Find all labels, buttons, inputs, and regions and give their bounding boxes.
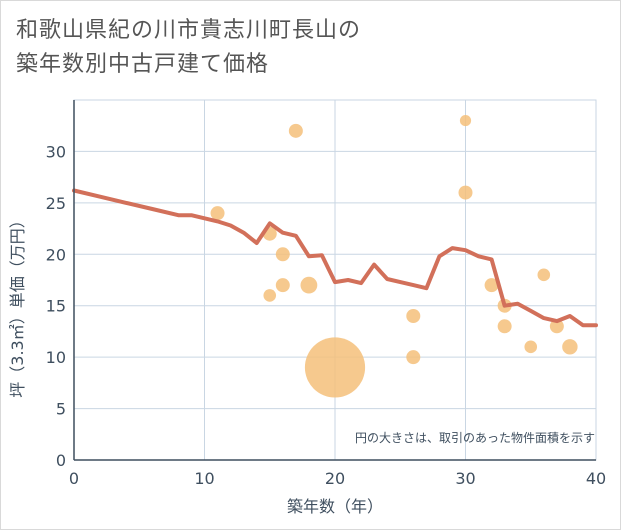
line-layer xyxy=(72,188,598,328)
chart-title-line1: 和歌山県紀の川市貴志川町長山の xyxy=(16,18,362,43)
y-tick-label: 15 xyxy=(46,297,66,316)
bubble-point xyxy=(459,114,472,127)
y-tick-label: 5 xyxy=(56,400,66,419)
bubble-point xyxy=(549,319,564,334)
bubble-point xyxy=(275,247,290,262)
x-tick-label: 0 xyxy=(69,469,79,488)
bubble-point xyxy=(210,206,225,221)
size-note: 円の大きさは、取引のあった物件面積を示す xyxy=(355,430,595,445)
bubble-point xyxy=(562,339,578,355)
bubble-point xyxy=(484,278,499,293)
trend-line xyxy=(72,188,598,328)
bubble-point xyxy=(263,289,277,302)
bubble-point xyxy=(458,185,473,200)
bubble-layer xyxy=(210,114,578,398)
bubble-point xyxy=(524,340,538,354)
chart-title-line2: 築年数別中古戸建て価格 xyxy=(16,52,270,77)
bubble-point xyxy=(288,123,303,138)
x-tick-label: 30 xyxy=(455,469,475,488)
bubble-point xyxy=(537,268,551,282)
y-tick-label: 10 xyxy=(46,348,66,367)
x-axis-label: 築年数（年） xyxy=(287,497,383,516)
y-tick-label: 30 xyxy=(46,142,66,161)
x-tick-label: 20 xyxy=(325,469,345,488)
bubble-point xyxy=(304,337,366,398)
bubble-point xyxy=(300,276,318,294)
x-tick-label: 40 xyxy=(586,469,606,488)
grid-layer xyxy=(73,99,597,461)
bubble-point xyxy=(275,278,290,293)
axis-layer: 0 5 10 15 20 25 30 0 10 20 30 40 xyxy=(46,100,606,488)
y-axis-label: 坪（3.3㎡）単価（万円） xyxy=(8,212,27,397)
y-tick-label: 25 xyxy=(46,194,66,213)
bubble-point xyxy=(497,319,512,334)
y-tick-label: 0 xyxy=(56,451,66,470)
chart-title: 和歌山県紀の川市貴志川町長山の 築年数別中古戸建て価格 xyxy=(16,14,361,82)
bubble-point xyxy=(406,350,421,365)
y-tick-label: 20 xyxy=(46,245,66,264)
bubble-point xyxy=(406,309,421,323)
x-tick-label: 10 xyxy=(194,469,214,488)
